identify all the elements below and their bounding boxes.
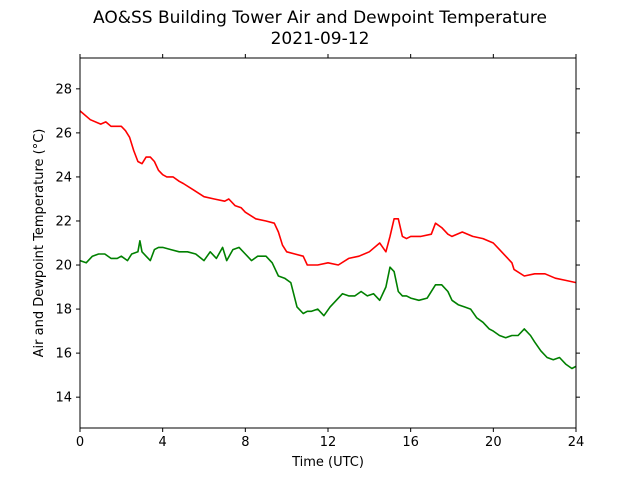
x-tick-label: 20 xyxy=(485,435,502,450)
series-line-0 xyxy=(79,110,577,284)
x-tick-label: 8 xyxy=(241,435,249,450)
x-tick-label: 4 xyxy=(159,435,167,450)
y-tick-label: 22 xyxy=(55,214,72,229)
y-axis-label: Air and Dewpoint Temperature (°C) xyxy=(32,129,47,358)
x-tick-label: 12 xyxy=(320,435,337,450)
y-tick-label: 26 xyxy=(55,126,72,141)
plot-frame xyxy=(79,57,577,429)
y-tick-label: 28 xyxy=(55,82,72,97)
y-tick-label: 18 xyxy=(55,303,72,318)
x-axis-label: Time (UTC) xyxy=(291,455,364,470)
y-tick-label: 14 xyxy=(55,391,72,406)
y-tick-label: 16 xyxy=(55,347,72,362)
series-line-1 xyxy=(79,240,577,370)
x-tick-label: 16 xyxy=(402,435,419,450)
chart-title: AO&SS Building Tower Air and Dewpoint Te… xyxy=(92,8,547,28)
y-tick-label: 20 xyxy=(55,259,72,274)
x-tick-label: 24 xyxy=(568,435,585,450)
chart-subtitle: 2021-09-12 xyxy=(270,29,370,49)
x-tick-label: 0 xyxy=(76,435,84,450)
y-tick-label: 24 xyxy=(55,170,72,185)
